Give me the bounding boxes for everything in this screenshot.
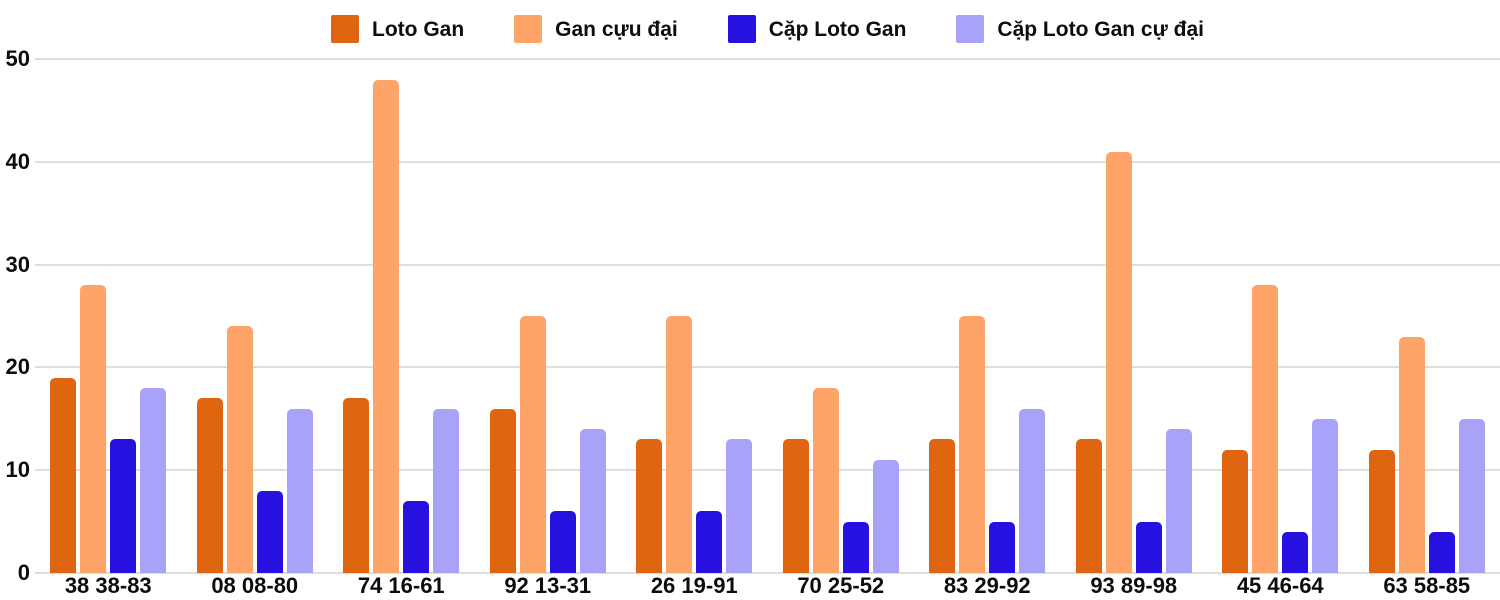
- y-axis: 0 10 20 30 40 50: [0, 48, 30, 584]
- legend-swatch-icon: [331, 15, 360, 43]
- x-axis-category-label: 26 19-91: [650, 573, 738, 598]
- bar[interactable]: [666, 316, 693, 573]
- bar[interactable]: [226, 326, 253, 573]
- bar[interactable]: [50, 377, 77, 573]
- bar[interactable]: [373, 79, 400, 573]
- bar[interactable]: [256, 490, 283, 573]
- bar[interactable]: [696, 511, 723, 573]
- bar[interactable]: [1135, 521, 1162, 573]
- y-axis-tick-label: 40: [5, 148, 30, 174]
- bar[interactable]: [286, 408, 313, 573]
- bar[interactable]: [872, 459, 899, 573]
- bar-group: [621, 59, 768, 573]
- bar[interactable]: [1398, 336, 1425, 573]
- y-axis-tick-label: 10: [5, 457, 30, 483]
- bar[interactable]: [110, 439, 137, 573]
- bar[interactable]: [519, 316, 546, 573]
- bar[interactable]: [1019, 408, 1046, 573]
- bar[interactable]: [959, 316, 986, 573]
- bar[interactable]: [1105, 151, 1132, 573]
- gridline: [35, 366, 1500, 369]
- gridline: [35, 263, 1500, 266]
- legend-item: Gan cựu đại: [514, 15, 678, 43]
- x-axis-category-label: 93 89-98: [1090, 573, 1178, 598]
- legend-label: Gan cựu đại: [555, 17, 678, 41]
- legend-swatch-icon: [956, 15, 985, 43]
- x-axis: 38 38-83 08 08-80 74 16-61 92 13-31 26 19-91…: [35, 573, 1500, 600]
- legend-label: Loto Gan: [372, 17, 465, 41]
- bar[interactable]: [1282, 531, 1309, 573]
- bar[interactable]: [1222, 449, 1249, 573]
- bar-group: [768, 59, 915, 573]
- bar[interactable]: [196, 398, 223, 573]
- bar[interactable]: [1368, 449, 1395, 573]
- bar[interactable]: [433, 408, 460, 573]
- bar-group: [1354, 59, 1500, 573]
- bar-group: [182, 59, 329, 573]
- bar-group: [328, 59, 475, 573]
- bar[interactable]: [1428, 531, 1455, 573]
- x-axis-category-label: 74 16-61: [357, 573, 445, 598]
- gridline: [35, 469, 1500, 472]
- legend: Loto Gan Gan cựu đại Cặp Loto Gan Cặp Loto …: [35, 12, 1500, 46]
- bar[interactable]: [403, 501, 430, 573]
- bar[interactable]: [989, 521, 1016, 573]
- bar[interactable]: [929, 439, 956, 573]
- legend-item: Cặp Loto Gan cự đại: [956, 15, 1204, 43]
- x-axis-category-label: 45 46-64: [1236, 573, 1324, 598]
- plot-area: [35, 58, 1500, 574]
- legend-swatch-icon: [514, 15, 543, 43]
- bar[interactable]: [1252, 285, 1279, 573]
- bar[interactable]: [579, 429, 606, 573]
- bar[interactable]: [1458, 418, 1485, 573]
- bar[interactable]: [343, 398, 370, 573]
- legend-label: Cặp Loto Gan cự đại: [997, 17, 1204, 41]
- y-axis-tick-label: 0: [17, 560, 30, 585]
- legend-swatch-icon: [727, 15, 756, 43]
- bar[interactable]: [782, 439, 809, 573]
- bar[interactable]: [636, 439, 663, 573]
- bar[interactable]: [726, 439, 753, 573]
- bar[interactable]: [489, 408, 516, 573]
- bar[interactable]: [1165, 429, 1192, 573]
- legend-label: Cặp Loto Gan: [768, 17, 907, 41]
- bar[interactable]: [812, 387, 839, 573]
- gridline: [35, 58, 1500, 60]
- x-axis-category-label: 63 58-85: [1383, 573, 1471, 598]
- gridline: [35, 160, 1500, 163]
- y-axis-tick-label: 20: [5, 354, 30, 380]
- bar-group: [1061, 59, 1208, 573]
- bar[interactable]: [1075, 439, 1102, 573]
- bar[interactable]: [80, 285, 107, 573]
- x-axis-category-label: 83 29-92: [943, 573, 1031, 598]
- x-axis-category-label: 38 38-83: [64, 573, 152, 598]
- bar[interactable]: [140, 387, 167, 573]
- bar[interactable]: [549, 511, 576, 573]
- bar-group: [35, 59, 182, 573]
- gridline: [35, 572, 1500, 574]
- legend-item: Cặp Loto Gan: [727, 15, 907, 43]
- bar-group: [475, 59, 622, 573]
- bar[interactable]: [1312, 418, 1339, 573]
- x-axis-category-label: 08 08-80: [211, 573, 299, 598]
- bar-group: [1207, 59, 1354, 573]
- x-axis-category-label: 70 25-52: [797, 573, 885, 598]
- bar-group: [914, 59, 1061, 573]
- bar-groups: [35, 59, 1500, 573]
- y-axis-tick-label: 30: [5, 251, 30, 277]
- y-axis-tick-label: 50: [5, 46, 30, 71]
- bar[interactable]: [842, 521, 869, 573]
- legend-item: Loto Gan: [331, 15, 464, 43]
- x-axis-category-label: 92 13-31: [504, 573, 592, 598]
